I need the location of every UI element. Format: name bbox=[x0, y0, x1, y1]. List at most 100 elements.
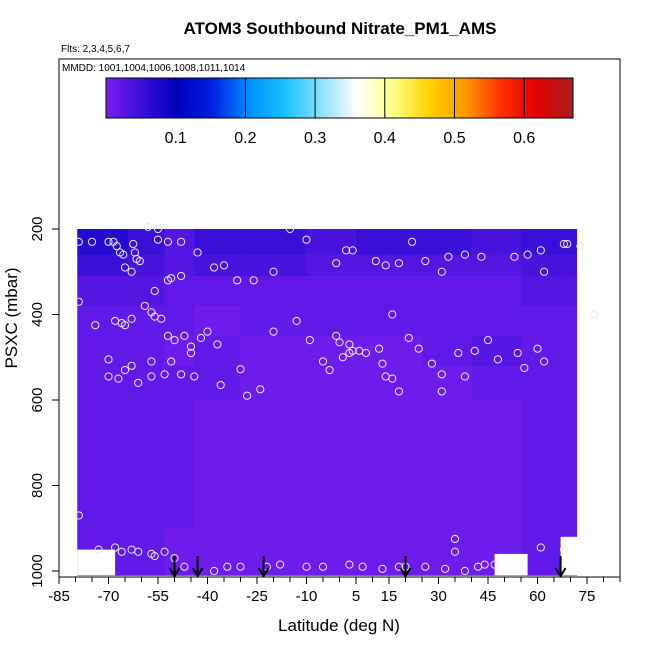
x-axis-label: Latitude (deg N) bbox=[278, 616, 400, 635]
sample-point bbox=[112, 242, 121, 251]
x-tick-label: -25 bbox=[246, 588, 268, 605]
heatmap-cell bbox=[240, 442, 307, 486]
heatmap-cell bbox=[356, 365, 390, 401]
heatmap-cell bbox=[389, 276, 423, 307]
heatmap-cell bbox=[164, 335, 195, 367]
sample-point bbox=[243, 391, 252, 400]
heatmap-cell bbox=[128, 365, 166, 401]
no-data-region bbox=[577, 229, 620, 576]
heatmap-cells bbox=[59, 229, 620, 576]
sample-point bbox=[563, 239, 572, 249]
sample-point bbox=[394, 387, 403, 396]
sample-point bbox=[444, 252, 453, 261]
sample-point bbox=[348, 246, 357, 255]
sample-point bbox=[157, 314, 166, 323]
sample-point bbox=[460, 372, 469, 381]
sample-point bbox=[318, 562, 328, 571]
chart-title: ATOM3 Southbound Nitrate_PM1_AMS bbox=[184, 19, 497, 38]
heatmap-cell bbox=[521, 485, 562, 529]
sample-point bbox=[394, 562, 403, 571]
heatmap-cell bbox=[77, 485, 129, 529]
heatmap-cell bbox=[389, 254, 423, 277]
heatmap-cell bbox=[521, 528, 562, 576]
heatmap-cell bbox=[356, 335, 390, 367]
sample-point bbox=[576, 242, 585, 251]
no-data-region bbox=[59, 229, 78, 576]
heatmap-cell bbox=[77, 335, 129, 367]
heatmap-cell bbox=[164, 254, 195, 277]
sample-point bbox=[559, 545, 569, 554]
x-tick-label: 60 bbox=[529, 588, 546, 605]
heatmap-cell bbox=[128, 400, 166, 444]
sample-point bbox=[94, 545, 103, 554]
down-arrow-icon bbox=[191, 556, 204, 578]
heatmap-cell bbox=[128, 254, 166, 277]
colorbar-ticks: 0.1 0.2 0.3 0.4 0.5 0.6 bbox=[165, 78, 535, 147]
x-tick-label: 15 bbox=[381, 588, 398, 605]
sample-point bbox=[196, 333, 205, 343]
sample-point bbox=[523, 250, 532, 259]
heatmap-cell bbox=[164, 400, 195, 444]
heatmap-cell bbox=[521, 335, 562, 367]
heatmap-cell bbox=[356, 485, 390, 529]
x-tick-label: -85 bbox=[48, 588, 70, 605]
colorbar-tick-label: 0.2 bbox=[234, 130, 256, 147]
heatmap-cell bbox=[128, 276, 166, 307]
heatmap-cell bbox=[521, 365, 562, 401]
heatmap-cell bbox=[194, 229, 241, 256]
sample-point bbox=[394, 259, 403, 268]
heatmap-cell bbox=[389, 442, 423, 486]
sample-point bbox=[338, 353, 347, 362]
heatmap-cell bbox=[306, 229, 357, 256]
sample-point bbox=[104, 355, 113, 364]
heatmap-cell bbox=[194, 442, 241, 486]
heatmap-cell bbox=[471, 229, 522, 256]
sample-point bbox=[140, 301, 149, 311]
sample-point bbox=[219, 261, 229, 270]
heatmap-cell bbox=[356, 276, 390, 307]
sample-point bbox=[305, 336, 314, 345]
sample-point bbox=[210, 566, 219, 576]
heatmap-cell bbox=[77, 276, 129, 307]
sample-point bbox=[120, 321, 130, 330]
sample-point bbox=[335, 338, 344, 347]
heatmap-cell bbox=[389, 485, 423, 529]
y-tick-label: 800 bbox=[29, 473, 46, 498]
heatmap-cell bbox=[77, 442, 129, 486]
sample-point bbox=[104, 237, 113, 246]
sample-point bbox=[91, 321, 100, 330]
heatmap-cell bbox=[306, 254, 357, 277]
sample-point bbox=[378, 564, 387, 573]
x-tick-label: -55 bbox=[147, 588, 169, 605]
sample-point bbox=[153, 235, 163, 244]
heatmap-cell bbox=[356, 400, 390, 444]
sample-point bbox=[233, 276, 242, 285]
heatmap-cell bbox=[521, 305, 562, 337]
sample-point bbox=[483, 336, 493, 345]
heatmap-cell bbox=[306, 276, 357, 307]
down-arrow-icon bbox=[554, 556, 567, 578]
sample-point bbox=[163, 237, 172, 246]
heatmap-cell bbox=[77, 305, 129, 337]
heatmap-cell bbox=[471, 485, 522, 529]
heatmap-cell bbox=[521, 442, 562, 486]
heatmap-cell bbox=[389, 335, 423, 367]
heatmap-cell bbox=[164, 485, 195, 529]
heatmap-cell bbox=[422, 305, 472, 337]
heatmap-cell bbox=[356, 442, 390, 486]
heatmap-cell bbox=[521, 254, 562, 277]
heatmap-cell bbox=[356, 254, 390, 277]
sample-point bbox=[540, 267, 549, 276]
sample-point bbox=[404, 333, 413, 343]
heatmap-cell bbox=[560, 276, 578, 307]
heatmap-cell bbox=[560, 400, 578, 444]
x-tick-label: 45 bbox=[480, 588, 497, 605]
heatmap-cell bbox=[128, 229, 166, 256]
heatmap-cell bbox=[422, 365, 472, 401]
sample-point bbox=[536, 246, 545, 255]
heatmap-cell bbox=[240, 305, 307, 337]
sample-point bbox=[361, 348, 370, 358]
y-axis-label: PSXC (mbar) bbox=[2, 267, 21, 368]
sample-point bbox=[153, 224, 163, 234]
sample-point bbox=[134, 378, 143, 387]
